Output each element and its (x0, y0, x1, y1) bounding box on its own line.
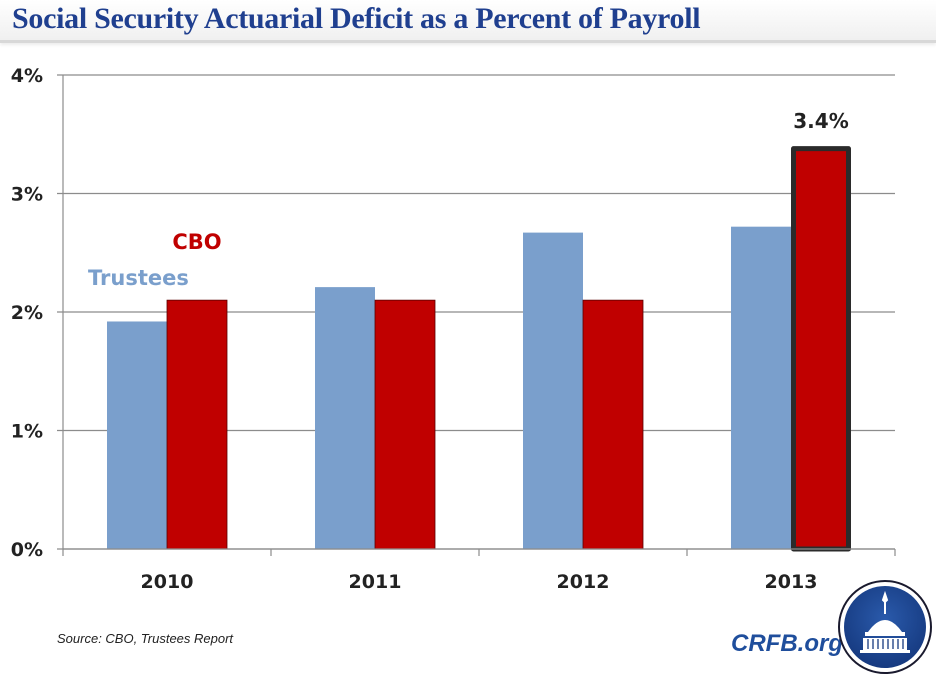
x-tick-label: 2011 (349, 571, 402, 593)
brand-link[interactable]: CRFB.org (731, 630, 843, 657)
page-title: Social Security Actuarial Deficit as a P… (12, 2, 701, 35)
source-note: Source: CBO, Trustees Report (57, 631, 234, 646)
bar-trustees-2011 (315, 287, 375, 549)
header-band: Social Security Actuarial Deficit as a P… (0, 0, 936, 43)
y-tick-label: 1% (11, 421, 43, 443)
bar-cbo-2010 (166, 299, 228, 550)
y-tick-label: 2% (11, 302, 43, 324)
legend-trustees: Trustees (88, 266, 189, 290)
bar-trustees-2012 (523, 232, 583, 550)
bar-cbo-2011 (374, 299, 436, 550)
y-tick-label: 0% (11, 539, 43, 561)
x-axis: 2010 2011 2012 2013 (62, 548, 896, 593)
legend-cbo: CBO (172, 230, 221, 254)
y-tick-label: 3% (11, 184, 43, 206)
x-tick-label: 2013 (765, 571, 818, 593)
annotations: 3.4% (793, 109, 848, 133)
bar-trustees-2013 (731, 226, 791, 549)
series-labels: CBO Trustees (88, 230, 222, 290)
y-axis: 0% 1% 2% 3% 4% (11, 65, 64, 561)
x-tick-label: 2010 (141, 571, 194, 593)
capitol-dome-icon (838, 580, 932, 674)
bars (107, 146, 851, 552)
bar-cbo-2012 (582, 299, 644, 550)
y-tick-label: 4% (11, 65, 43, 87)
bar-trustees-2010 (107, 321, 167, 549)
data-label: 3.4% (793, 109, 848, 133)
x-tick-label: 2012 (557, 571, 610, 593)
bar-cbo-2013 (791, 146, 851, 552)
